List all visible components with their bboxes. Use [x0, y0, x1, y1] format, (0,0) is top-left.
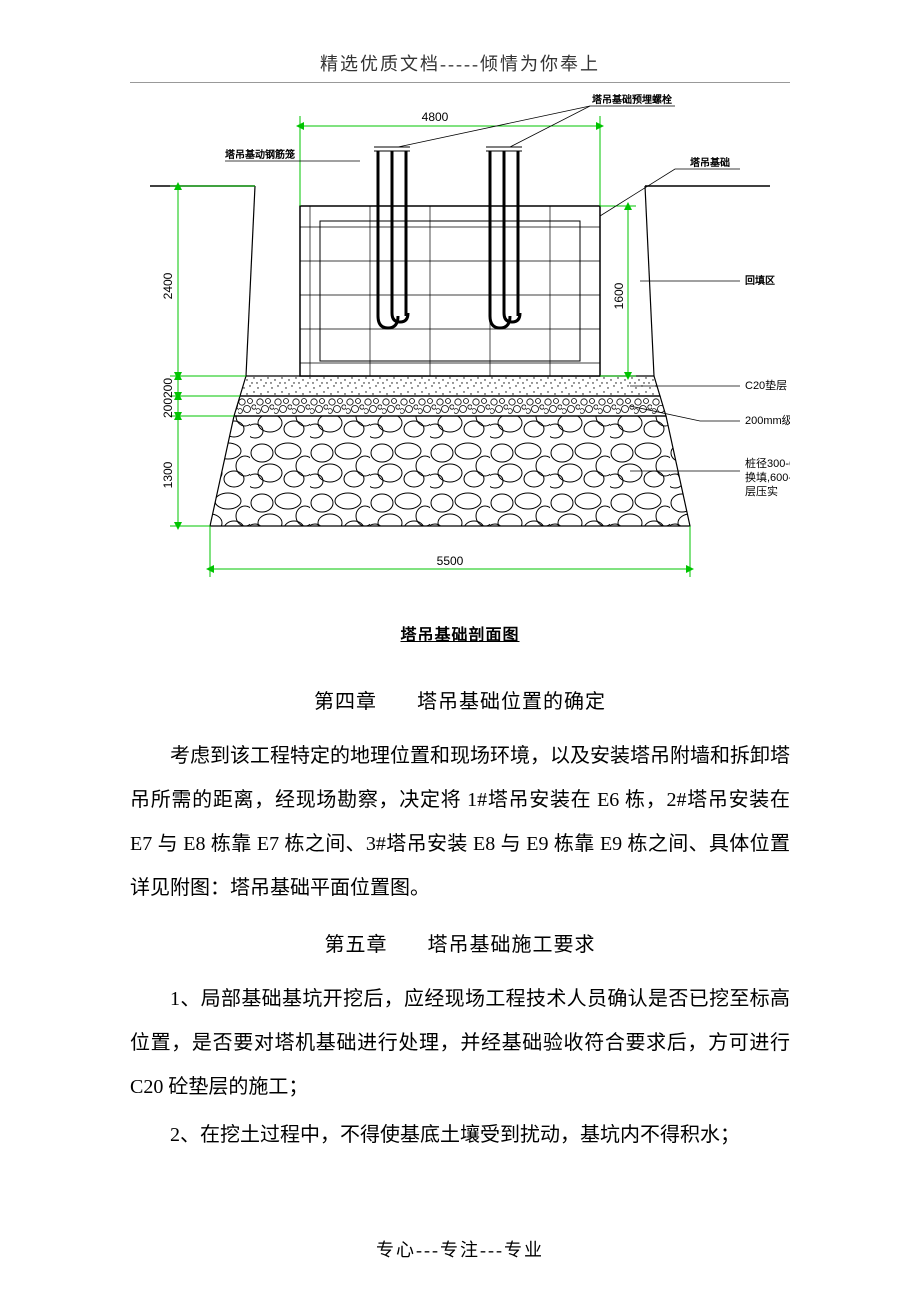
- dim-bottom: 5500: [437, 554, 464, 568]
- dim-left-2400: 2400: [161, 272, 175, 299]
- diagram-title: 塔吊基础剖面图: [130, 621, 790, 645]
- section-diagram: 4800 1600 2400 200 200 1300 5500: [130, 91, 790, 611]
- c20-layer: [240, 376, 660, 396]
- foundation-block: [300, 206, 600, 376]
- chapter5-title: 塔吊基础施工要求: [428, 934, 596, 956]
- label-rubble-2: 换填,600-800mm分: [745, 470, 790, 484]
- label-gravel: 200mm级配碎石: [745, 413, 790, 427]
- chapter4-heading: 第四章 塔吊基础位置的确定: [130, 685, 790, 714]
- rubble-layer: [210, 416, 690, 526]
- dim-top: 4800: [422, 110, 449, 124]
- dim-left-1300: 1300: [161, 461, 175, 488]
- dim-left-200b: 200: [161, 398, 175, 418]
- gravel-layer: [234, 396, 666, 416]
- chapter4-num: 第四章: [314, 685, 377, 714]
- label-bolt: 塔吊基础预埋螺栓: [592, 93, 672, 106]
- chapter5-num: 第五章: [325, 928, 388, 957]
- chapter5-item2: 2、在挖土过程中，不得使基底土壤受到扰动，基坑内不得积水；: [130, 1113, 790, 1157]
- page-footer: 专心---专注---专业: [0, 1236, 920, 1262]
- chapter4-title: 塔吊基础位置的确定: [417, 691, 606, 713]
- label-foundation: 塔吊基础: [690, 156, 730, 169]
- chapter4-para: 考虑到该工程特定的地理位置和现场环境，以及安装塔吊附墙和拆卸塔吊所需的距离，经现…: [130, 734, 790, 910]
- label-cage: 塔吊基动钢筋笼: [225, 148, 295, 161]
- page-header: 精选优质文档-----倾情为你奉上: [130, 50, 790, 83]
- label-c20: C20垫层: [745, 378, 787, 392]
- chapter5-heading: 第五章 塔吊基础施工要求: [130, 928, 790, 957]
- chapter5-item1: 1、局部基础基坑开挖后，应经现场工程技术人员确认是否已挖至标高位置，是否要对塔机…: [130, 977, 790, 1109]
- label-rubble-1: 桩径300-600mm毛石: [745, 456, 790, 470]
- dim-block-h: 1600: [612, 282, 626, 309]
- label-rubble-3: 层压实: [745, 484, 778, 498]
- label-backfill: 回填区: [745, 274, 775, 287]
- dim-left-200a: 200: [161, 378, 175, 398]
